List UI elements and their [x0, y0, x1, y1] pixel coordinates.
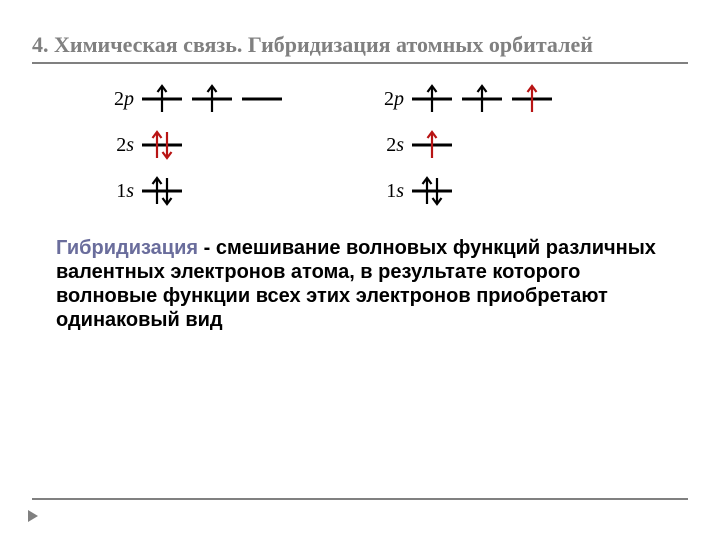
orbital	[140, 174, 184, 208]
footer-marker-icon	[28, 510, 38, 522]
definition-paragraph: Гибридизация - смешивание волновых функц…	[32, 236, 688, 332]
orbital-row: 2p	[370, 82, 560, 116]
orbital	[140, 82, 184, 116]
orbital	[410, 128, 454, 162]
orbital-label: 1s	[100, 180, 140, 203]
electron-arrow-icon	[161, 174, 173, 208]
orbital	[510, 82, 554, 116]
orbital	[140, 128, 184, 162]
orbital	[410, 174, 454, 208]
electron-arrow-icon	[156, 82, 168, 116]
electron-arrow-icon	[161, 128, 173, 162]
orbital-row: 1s	[100, 174, 290, 208]
orbital-label: 2p	[100, 88, 140, 111]
orbital-row: 2p	[100, 82, 290, 116]
orbital-label: 2s	[370, 134, 410, 157]
electron-arrow-icon	[526, 82, 538, 116]
orbital	[460, 82, 504, 116]
page: 4. Химическая связь. Гибридизация атомны…	[0, 0, 720, 540]
electron-arrow-icon	[476, 82, 488, 116]
orbital	[190, 82, 234, 116]
electron-arrow-icon	[206, 82, 218, 116]
orbital-diagram: 2p 2s 1s	[100, 82, 290, 208]
orbital	[240, 82, 284, 116]
orbital	[410, 82, 454, 116]
orbital-label: 2s	[100, 134, 140, 157]
page-title: 4. Химическая связь. Гибридизация атомны…	[32, 32, 688, 64]
orbital-label: 1s	[370, 180, 410, 203]
electron-arrow-icon	[426, 82, 438, 116]
orbital-diagram: 2p 2s 1s	[370, 82, 560, 208]
orbital-diagrams: 2p 2s 1s 2p 2s	[32, 82, 688, 208]
footer-rule	[32, 498, 688, 500]
orbital-line	[242, 98, 282, 101]
orbital-row: 2s	[370, 128, 560, 162]
electron-arrow-icon	[431, 174, 443, 208]
orbital-row: 2s	[100, 128, 290, 162]
definition-term: Гибридизация	[56, 237, 198, 259]
orbital-label: 2p	[370, 88, 410, 111]
electron-arrow-icon	[426, 128, 438, 162]
orbital-row: 1s	[370, 174, 560, 208]
